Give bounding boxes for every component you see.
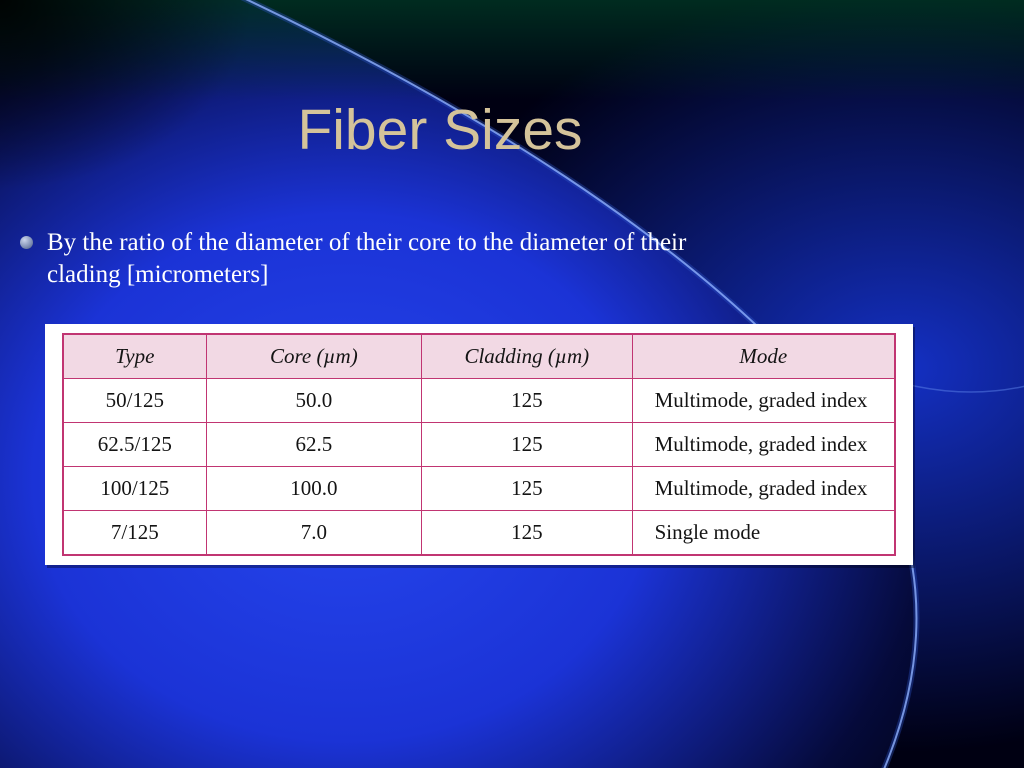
cell-mode: Multimode, graded index <box>631 422 896 467</box>
bullet-line-1: By the ratio of the diameter of their co… <box>47 229 687 256</box>
cell-core: 50.0 <box>205 378 423 423</box>
cell-cladding: 125 <box>421 378 633 423</box>
col-header-core: Core (µm) <box>205 333 423 379</box>
col-header-cladding: Cladding (µm) <box>421 333 633 379</box>
cell-type: 7/125 <box>62 510 207 556</box>
bullet-line-2: clading [micrometers] <box>47 261 269 288</box>
table-row: 50/125 50.0 125 Multimode, graded index <box>62 378 896 423</box>
bullet-text: By the ratio of the diameter of their co… <box>47 227 686 291</box>
cell-type: 100/125 <box>62 466 207 511</box>
table-panel: Type Core (µm) Cladding (µm) Mode 50/125… <box>45 324 913 565</box>
cell-core: 7.0 <box>205 510 423 556</box>
cell-core: 100.0 <box>205 466 423 511</box>
table-row: 7/125 7.0 125 Single mode <box>62 510 896 556</box>
cell-core: 62.5 <box>205 422 423 467</box>
fiber-size-table: Type Core (µm) Cladding (µm) Mode 50/125… <box>62 333 896 556</box>
cell-cladding: 125 <box>421 422 633 467</box>
cell-type: 62.5/125 <box>62 422 207 467</box>
cell-cladding: 125 <box>421 510 633 556</box>
col-header-type: Type <box>62 333 207 379</box>
cell-mode: Multimode, graded index <box>631 466 896 511</box>
cell-mode: Multimode, graded index <box>631 378 896 423</box>
cell-mode: Single mode <box>631 510 896 556</box>
col-header-mode: Mode <box>631 333 896 379</box>
bullet-item: By the ratio of the diameter of their co… <box>14 227 834 291</box>
table-header-row: Type Core (µm) Cladding (µm) Mode <box>62 333 896 379</box>
cell-cladding: 125 <box>421 466 633 511</box>
bullet-icon <box>20 236 33 249</box>
slide-title: Fiber Sizes <box>297 98 583 162</box>
table-row: 100/125 100.0 125 Multimode, graded inde… <box>62 466 896 511</box>
table-row: 62.5/125 62.5 125 Multimode, graded inde… <box>62 422 896 467</box>
cell-type: 50/125 <box>62 378 207 423</box>
